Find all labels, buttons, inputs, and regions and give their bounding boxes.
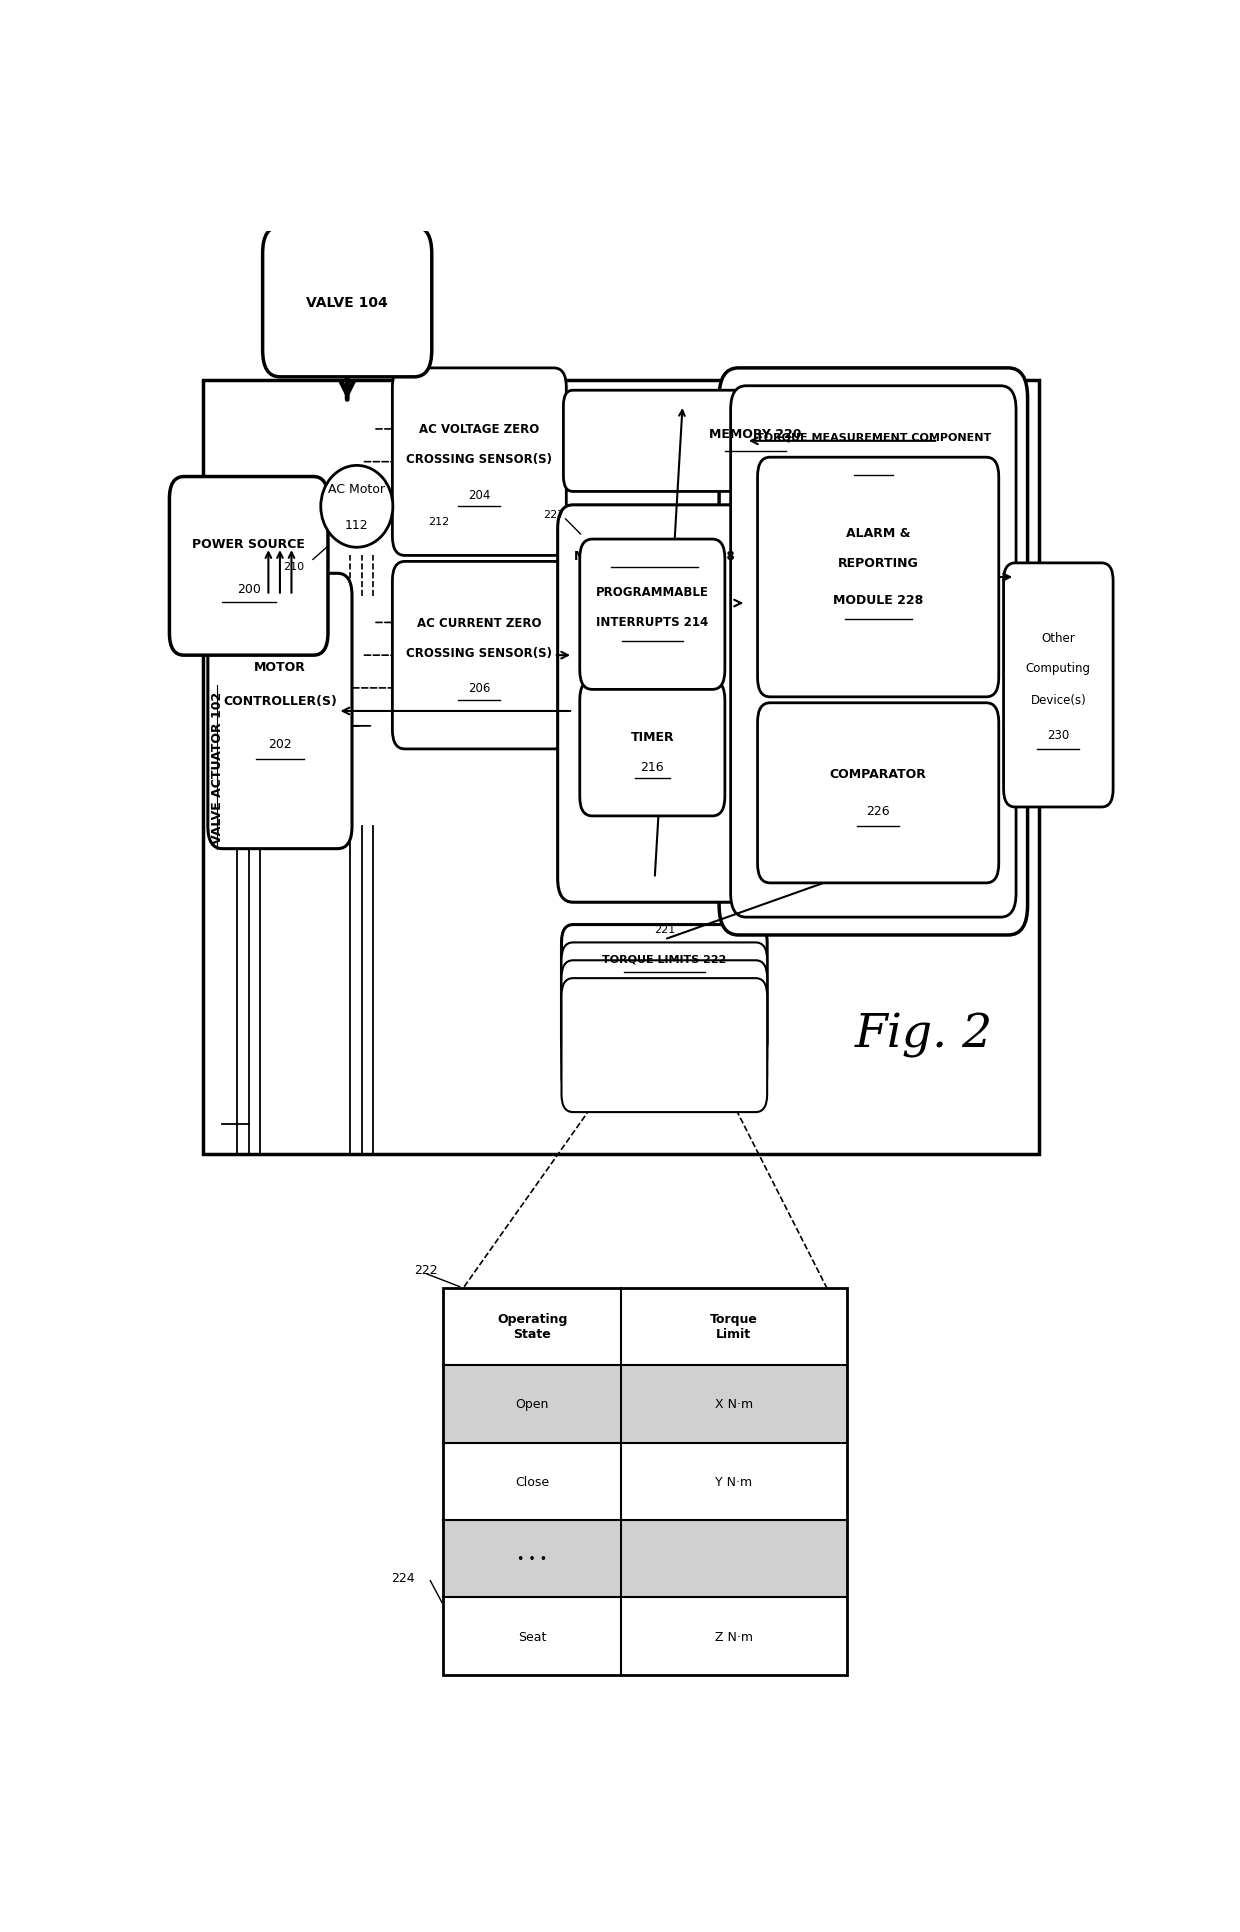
Text: 218: 218 [862, 458, 884, 469]
FancyBboxPatch shape [170, 477, 327, 655]
Text: AC Motor: AC Motor [329, 483, 386, 497]
Bar [444, 1366, 847, 1443]
Text: MEMORY 220: MEMORY 220 [709, 427, 802, 440]
Text: Y N·m: Y N·m [715, 1474, 753, 1488]
Text: 227: 227 [543, 510, 564, 520]
Text: ALARM &: ALARM & [846, 527, 910, 539]
Text: 216: 216 [641, 759, 665, 773]
FancyBboxPatch shape [562, 960, 768, 1095]
Text: Computing: Computing [1025, 661, 1091, 674]
Bar [444, 1520, 847, 1598]
FancyBboxPatch shape [758, 703, 998, 883]
Text: 230: 230 [1048, 728, 1069, 742]
Text: 204: 204 [469, 489, 491, 502]
FancyBboxPatch shape [392, 562, 567, 750]
Text: MOTOR: MOTOR [254, 661, 306, 674]
Text: 210: 210 [283, 562, 304, 572]
FancyBboxPatch shape [758, 458, 998, 697]
Text: • • •: • • • [517, 1551, 547, 1565]
Text: TORQUE LIMITS 222: TORQUE LIMITS 222 [603, 954, 727, 964]
Text: Operating
State: Operating State [497, 1312, 567, 1341]
Text: Torque
Limit: Torque Limit [711, 1312, 758, 1341]
FancyBboxPatch shape [263, 228, 432, 377]
Text: TIMER: TIMER [630, 730, 675, 744]
Text: PROGRAMMABLE: PROGRAMMABLE [596, 585, 709, 599]
Text: 212: 212 [428, 518, 449, 527]
Bar [444, 1289, 847, 1675]
FancyBboxPatch shape [580, 539, 725, 690]
Text: X N·m: X N·m [714, 1397, 753, 1410]
Text: TORQUE MEASUREMENT COMPONENT: TORQUE MEASUREMENT COMPONENT [755, 433, 991, 442]
Text: 226: 226 [867, 806, 890, 817]
Text: Z N·m: Z N·m [715, 1631, 753, 1642]
FancyBboxPatch shape [563, 390, 947, 493]
FancyBboxPatch shape [580, 682, 725, 817]
Text: Fig. 2: Fig. 2 [854, 1012, 993, 1059]
FancyBboxPatch shape [208, 574, 352, 850]
Text: 221: 221 [653, 925, 675, 935]
Text: CROSSING SENSOR(S): CROSSING SENSOR(S) [407, 452, 552, 466]
Text: Open: Open [516, 1397, 549, 1410]
Text: Close: Close [515, 1474, 549, 1488]
Text: Other: Other [1042, 632, 1075, 645]
FancyBboxPatch shape [392, 369, 567, 556]
FancyBboxPatch shape [562, 980, 768, 1113]
FancyBboxPatch shape [558, 506, 751, 902]
FancyBboxPatch shape [1003, 564, 1114, 808]
Ellipse shape [321, 466, 393, 549]
Text: MICROCONTROLLER 208: MICROCONTROLLER 208 [574, 549, 735, 562]
Text: MODULE 228: MODULE 228 [833, 593, 924, 607]
Text: 224: 224 [391, 1571, 414, 1584]
Text: 202: 202 [268, 738, 291, 752]
FancyBboxPatch shape [562, 943, 768, 1076]
Text: VALVE ACTUATOR 102: VALVE ACTUATOR 102 [211, 692, 224, 844]
FancyBboxPatch shape [719, 369, 1028, 935]
Text: 222: 222 [414, 1264, 438, 1277]
Text: VALVE 104: VALVE 104 [306, 296, 388, 309]
FancyBboxPatch shape [730, 386, 1016, 918]
Text: POWER SOURCE: POWER SOURCE [192, 537, 305, 551]
Text: AC VOLTAGE ZERO: AC VOLTAGE ZERO [419, 423, 539, 437]
Text: Seat: Seat [518, 1631, 547, 1642]
Text: 112: 112 [345, 518, 368, 531]
Text: AC CURRENT ZERO: AC CURRENT ZERO [417, 616, 542, 630]
Text: Device(s): Device(s) [1030, 694, 1086, 707]
FancyBboxPatch shape [562, 925, 768, 1059]
Text: CROSSING SENSOR(S): CROSSING SENSOR(S) [407, 647, 552, 659]
Text: 206: 206 [469, 682, 491, 696]
Text: INTERRUPTS 214: INTERRUPTS 214 [596, 616, 708, 628]
Bar [203, 381, 1039, 1153]
Text: 200: 200 [237, 582, 260, 595]
Text: COMPARATOR: COMPARATOR [830, 767, 926, 781]
Text: REPORTING: REPORTING [838, 556, 919, 570]
Text: CONTROLLER(S): CONTROLLER(S) [223, 696, 337, 707]
